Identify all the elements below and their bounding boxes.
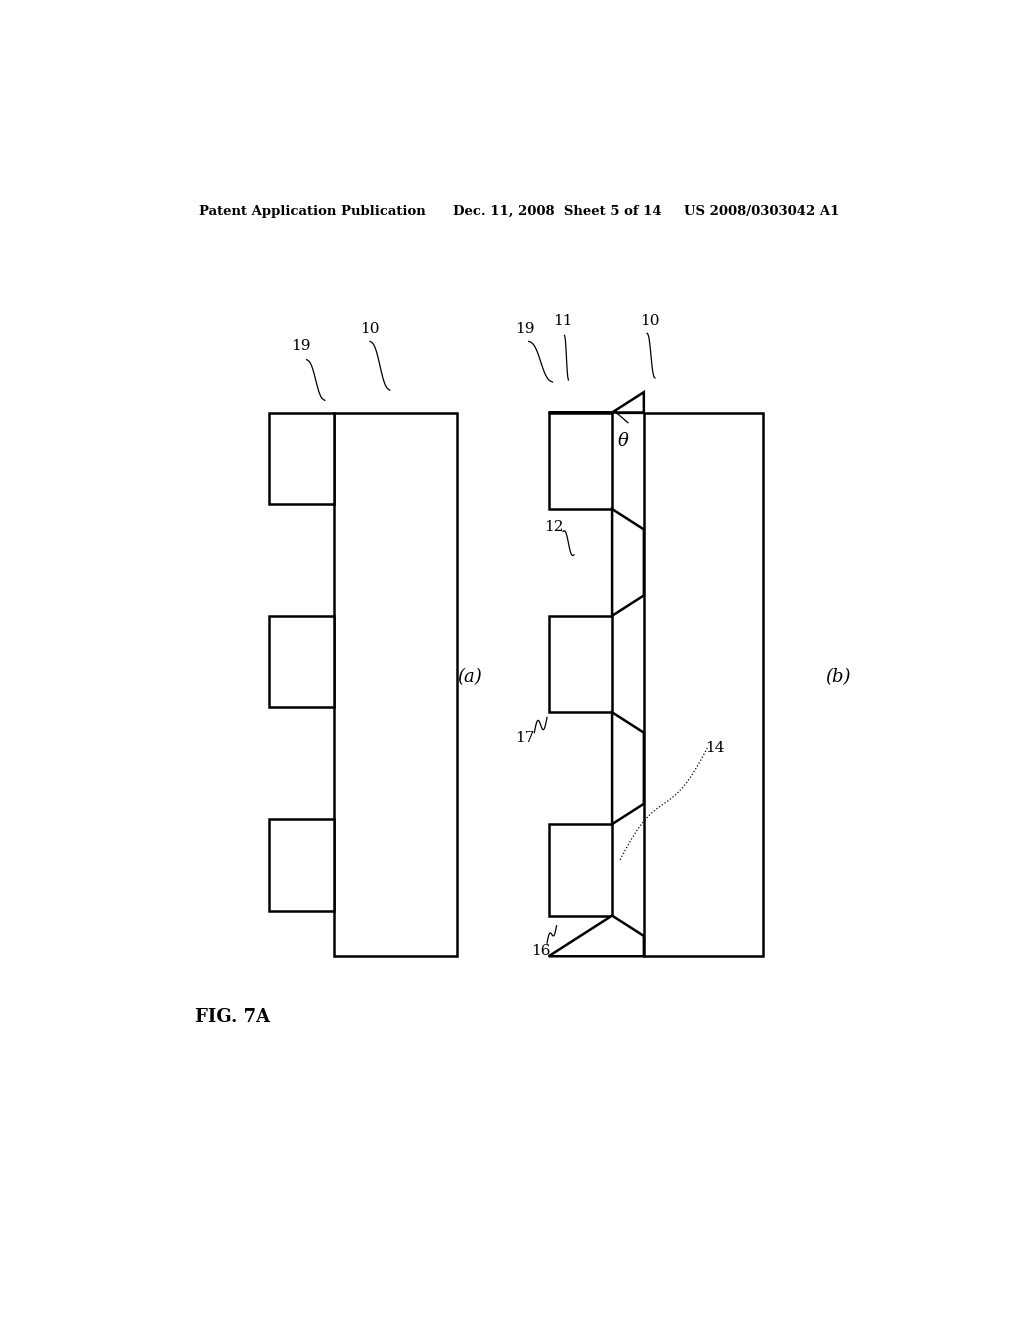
Polygon shape <box>549 392 644 412</box>
Bar <box>549 824 612 916</box>
Polygon shape <box>612 510 644 615</box>
Text: 10: 10 <box>360 322 380 337</box>
Text: θ: θ <box>617 432 629 450</box>
Text: 14: 14 <box>706 741 725 755</box>
Text: 16: 16 <box>530 944 551 958</box>
Bar <box>269 615 334 708</box>
Text: (a): (a) <box>457 668 481 686</box>
Text: 11: 11 <box>553 314 572 329</box>
Text: Dec. 11, 2008  Sheet 5 of 14: Dec. 11, 2008 Sheet 5 of 14 <box>454 205 662 218</box>
Text: FIG. 7A: FIG. 7A <box>196 1008 270 1026</box>
Bar <box>549 412 612 510</box>
Polygon shape <box>612 713 644 824</box>
Polygon shape <box>549 916 644 956</box>
Bar <box>269 413 334 504</box>
Text: 10: 10 <box>640 314 659 329</box>
Bar <box>334 412 458 956</box>
Bar <box>269 818 334 911</box>
Text: 19: 19 <box>291 339 310 354</box>
Text: 19: 19 <box>515 322 535 337</box>
Text: (b): (b) <box>825 668 851 686</box>
Bar <box>644 412 763 956</box>
Text: US 2008/0303042 A1: US 2008/0303042 A1 <box>684 205 839 218</box>
Text: 12: 12 <box>545 520 564 535</box>
Text: 17: 17 <box>515 731 535 744</box>
Bar <box>549 615 612 713</box>
Text: Patent Application Publication: Patent Application Publication <box>200 205 426 218</box>
